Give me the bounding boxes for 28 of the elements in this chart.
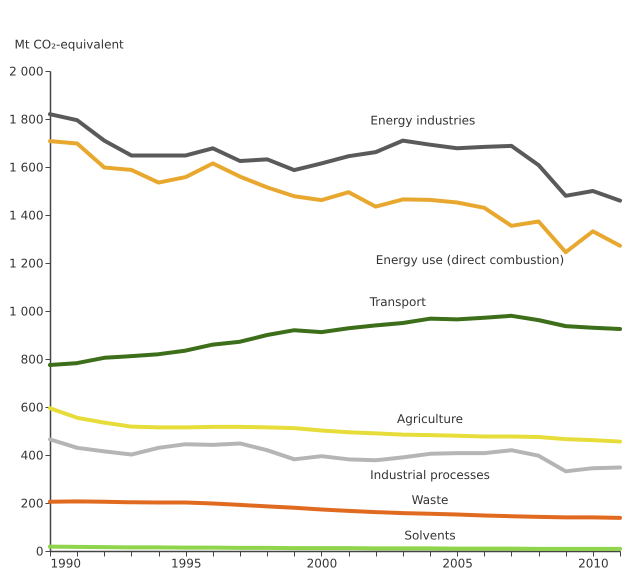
x-tick-label: 2000 <box>306 556 338 570</box>
y-tick-label: 1 200 <box>9 256 44 270</box>
y-tick-label: 800 <box>20 352 44 366</box>
x-tick-label: 2005 <box>442 556 473 570</box>
line-series <box>48 406 622 444</box>
y-tick-label: 1 600 <box>9 160 44 174</box>
y-tick-label: 1 000 <box>9 304 44 318</box>
series-label: Industrial processes <box>370 468 490 482</box>
y-tick-label: 1 800 <box>9 112 44 126</box>
series-label: Energy industries <box>370 114 476 128</box>
y-tick-label: 0 <box>36 544 44 558</box>
y-tick-label: 400 <box>20 448 44 462</box>
line-series <box>48 314 622 367</box>
series-label: Waste <box>412 492 448 507</box>
line-series <box>48 112 622 203</box>
series-label: Transport <box>368 295 426 309</box>
y-tick-label: 200 <box>20 496 44 510</box>
series-label: Energy use (direct combustion) <box>376 252 564 267</box>
y-tick-label: 1 400 <box>9 208 44 222</box>
x-tick-label: 1990 <box>50 556 82 570</box>
series-label: Agriculture <box>397 412 463 426</box>
y-tick-label: 600 <box>20 400 44 414</box>
y-axis-title: Mt CO₂-equivalent <box>14 38 124 52</box>
y-tick-label: 2 000 <box>9 64 44 78</box>
line-series <box>48 139 622 254</box>
series-label: Solvents <box>404 528 456 542</box>
x-tick-label: 1995 <box>170 556 202 570</box>
x-tick-label: 2010 <box>578 556 609 570</box>
